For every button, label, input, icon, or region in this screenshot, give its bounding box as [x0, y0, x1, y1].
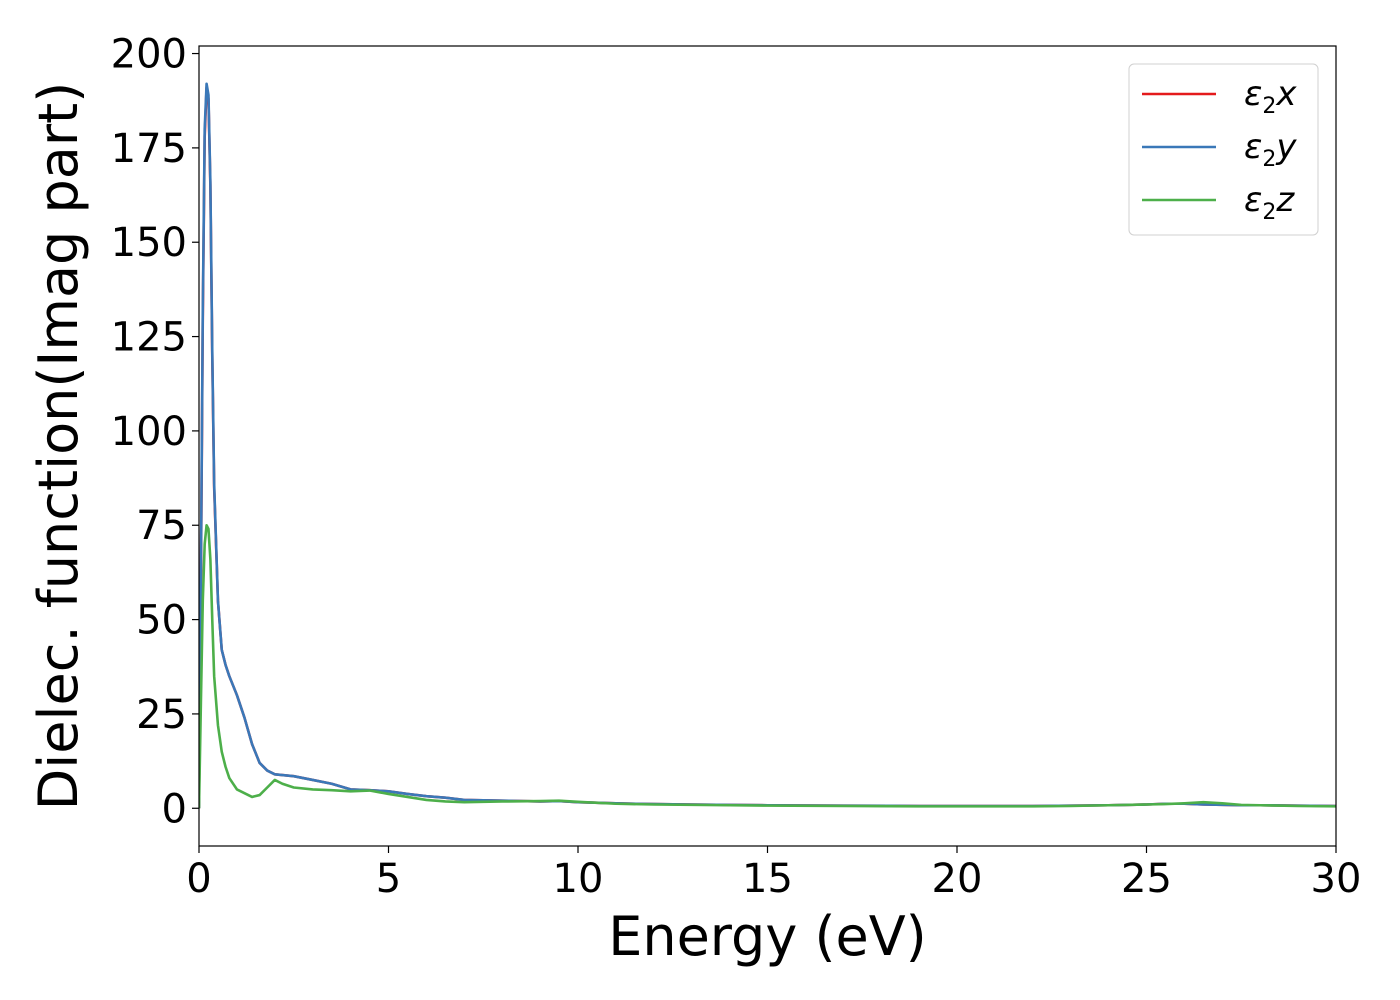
x-tick-label: 0 — [186, 856, 211, 902]
y-tick-label: 100 — [111, 409, 187, 455]
y-tick-label: 0 — [162, 786, 187, 832]
y-axis-ticks: 0 25 50 75 100 125 150 175 200 — [111, 32, 199, 832]
y-tick-label: 150 — [111, 220, 187, 266]
y-tick-label: 50 — [136, 598, 187, 644]
y-tick-label: 200 — [111, 32, 187, 78]
x-tick-label: 15 — [742, 856, 793, 902]
y-tick-label: 175 — [111, 126, 187, 172]
legend-label-y: ε2y — [1244, 127, 1297, 172]
x-tick-label: 20 — [932, 856, 983, 902]
legend-label-x: ε2x — [1244, 74, 1297, 119]
x-tick-label: 10 — [553, 856, 604, 902]
series-line-z — [199, 523, 1336, 809]
x-axis-label: Energy (eV) — [608, 905, 927, 968]
y-tick-label: 25 — [136, 692, 187, 738]
legend-label-z: ε2z — [1244, 180, 1295, 225]
x-tick-label: 30 — [1311, 856, 1362, 902]
legend-box — [1128, 63, 1319, 236]
y-axis-label: Dielec. function(Imag part) — [27, 82, 90, 811]
legend: ε2x ε2y ε2z — [1128, 63, 1319, 236]
y-tick-label: 125 — [111, 315, 187, 361]
y-tick-label: 75 — [136, 503, 187, 549]
x-tick-label: 25 — [1121, 856, 1172, 902]
series-lines — [199, 82, 1336, 809]
x-tick-label: 5 — [376, 856, 401, 902]
x-axis-ticks: 0 5 10 15 20 25 30 — [186, 846, 1361, 902]
